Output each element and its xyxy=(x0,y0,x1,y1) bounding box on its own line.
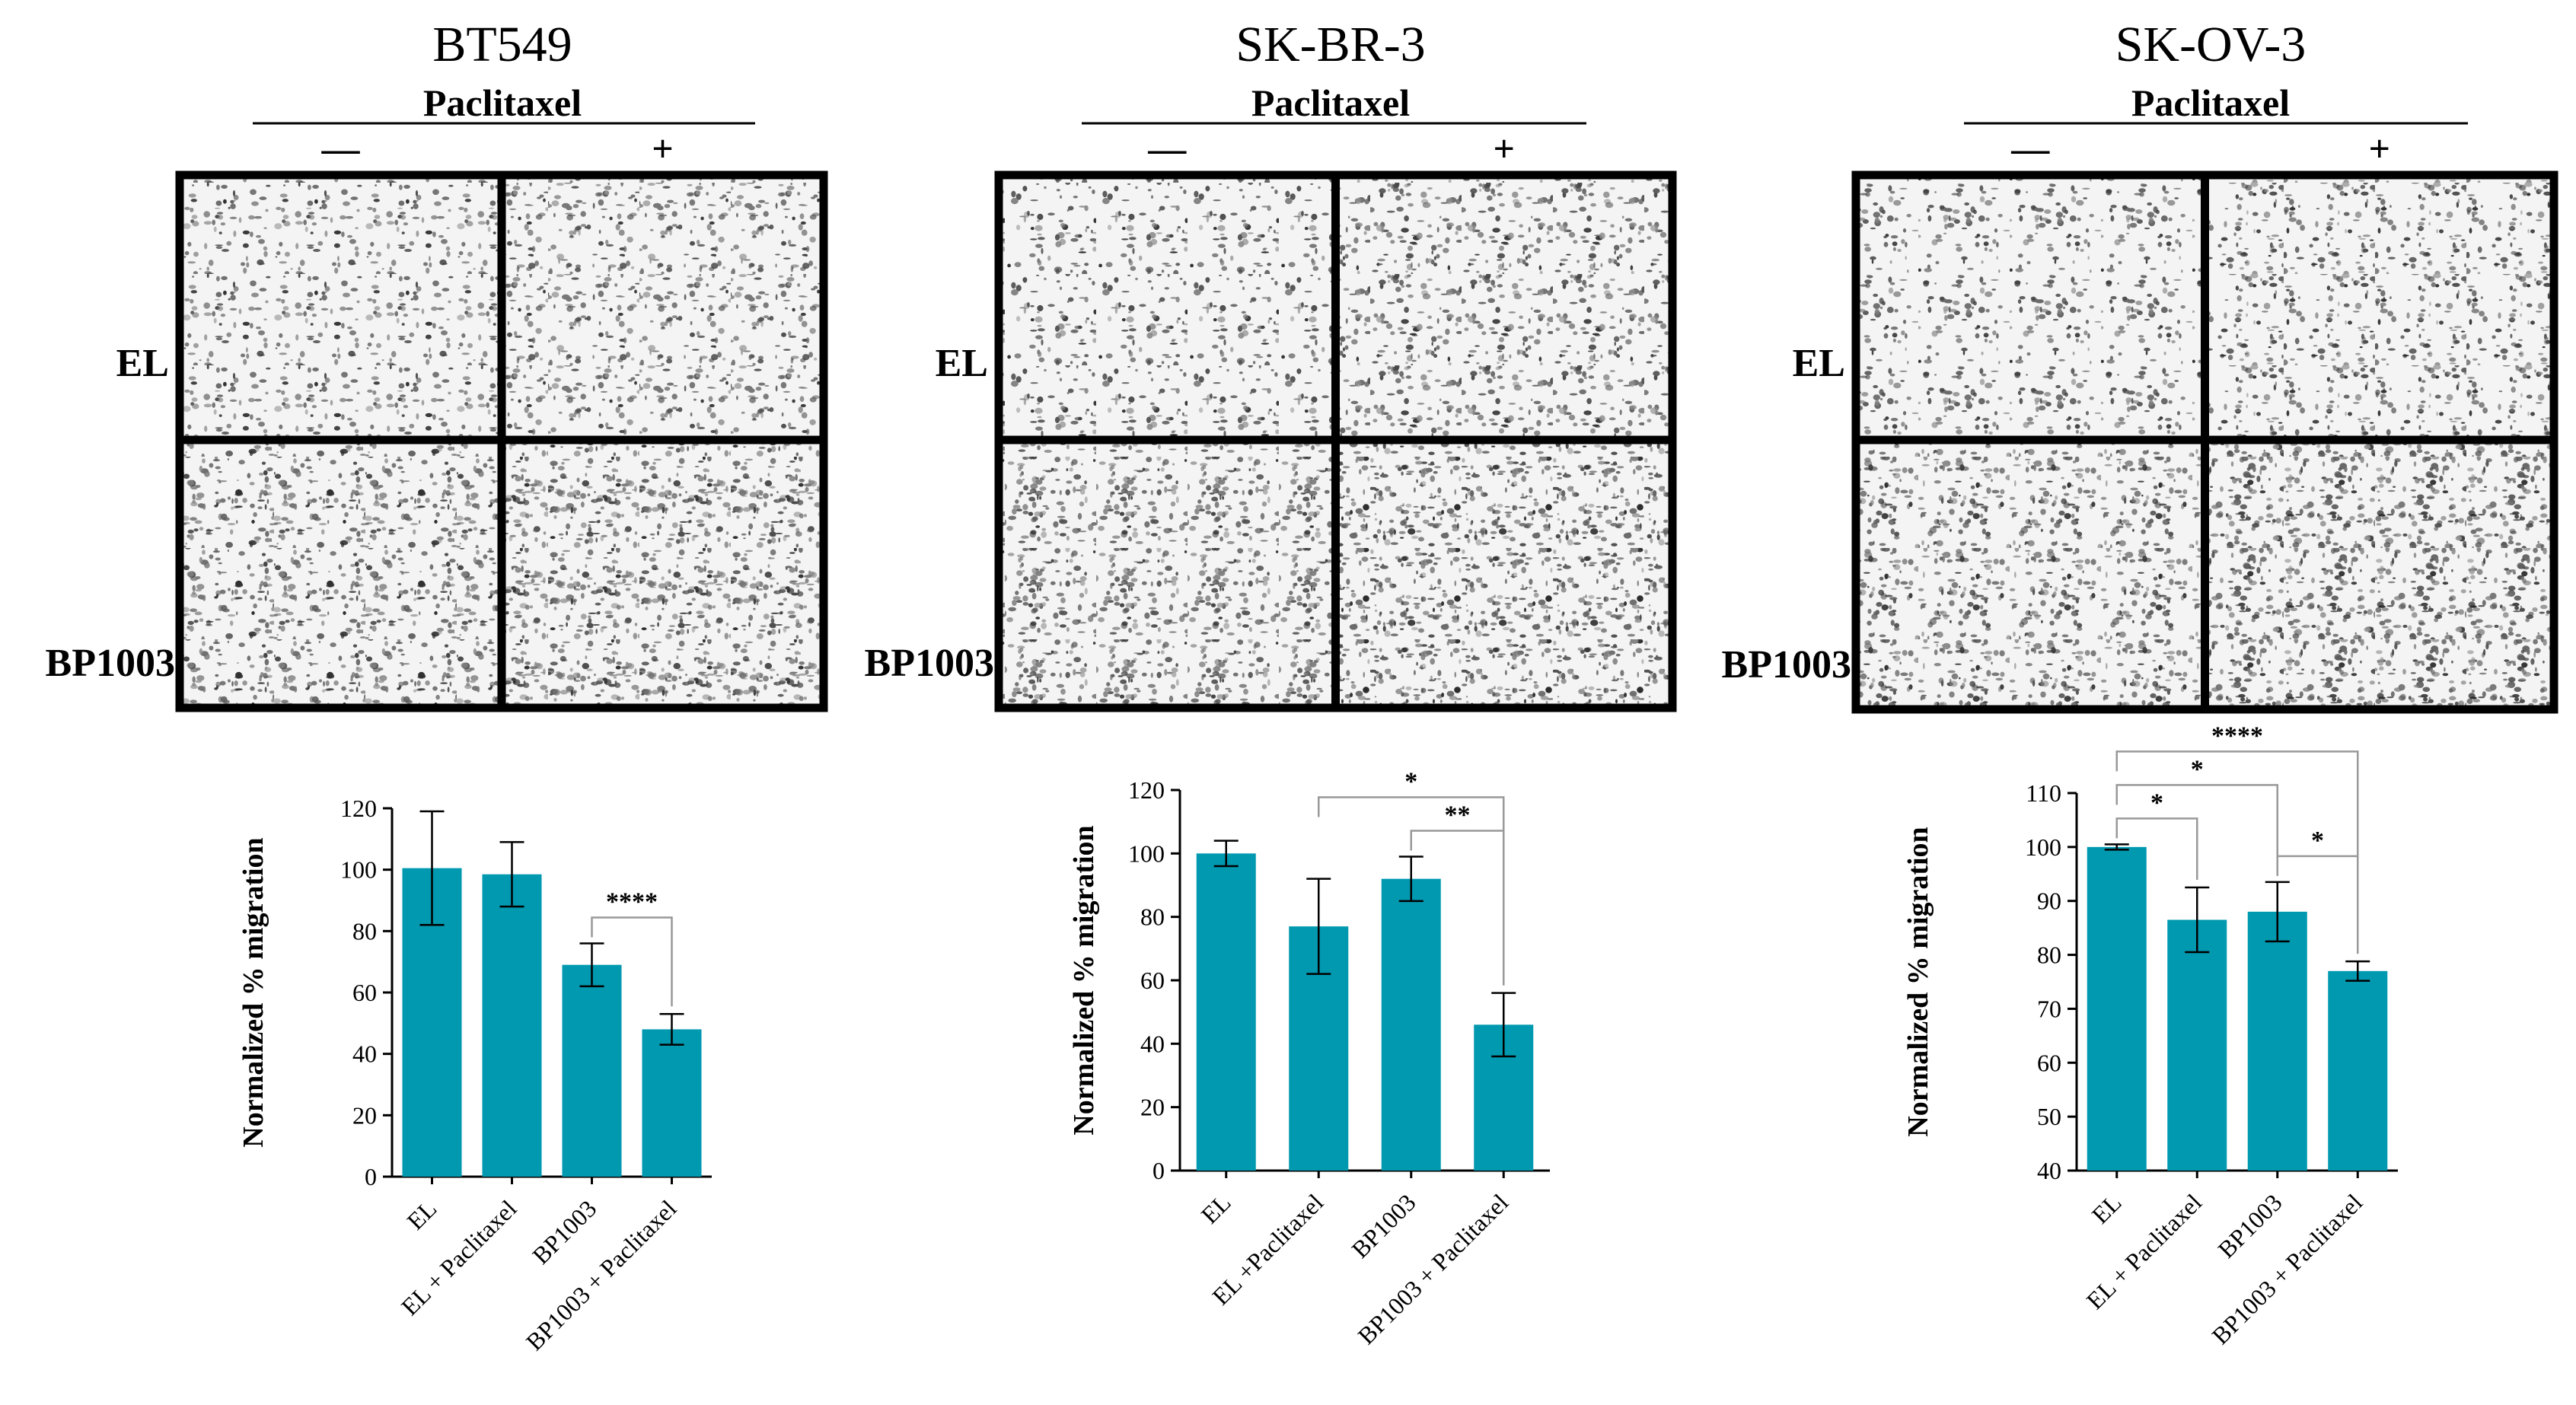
y-tick-label: 40 xyxy=(352,1040,377,1068)
y-tick-label: 100 xyxy=(340,856,377,884)
micrograph-bp1003-plus-frame xyxy=(2201,435,2558,714)
micrograph-bp1003-plus-frame xyxy=(1331,435,1677,712)
minus-label: — xyxy=(321,127,361,170)
micrograph-el-minus xyxy=(1856,175,2205,440)
plus-label: + xyxy=(2369,127,2391,170)
y-axis-label: Normalized % migration xyxy=(1068,825,1100,1135)
y-tick-label: 40 xyxy=(1140,1030,1165,1057)
bar xyxy=(482,874,542,1177)
x-tick-label: BP1003 xyxy=(1346,1188,1420,1263)
micrograph-bp1003-minus xyxy=(999,440,1336,708)
y-tick-label: 120 xyxy=(1128,776,1165,804)
significance-label: * xyxy=(2311,827,2324,855)
x-tick-label: BP1003 xyxy=(527,1194,601,1269)
y-tick-label: 80 xyxy=(352,917,377,945)
plus-label: + xyxy=(1494,127,1516,170)
significance-label: * xyxy=(2191,755,2204,783)
bar xyxy=(562,964,622,1177)
panel-sk-ov-3: SK-OV-3 Paclitaxel — + EL BP1003 40 50 60 70 80 90 1… xyxy=(1722,17,2558,1349)
y-tick-label: 120 xyxy=(340,795,377,822)
significance-label: * xyxy=(1404,768,1417,796)
x-tick-label: BP1003 + Paclitaxel xyxy=(2207,1188,2368,1349)
micrograph-el-plus xyxy=(502,175,824,440)
x-tick-label: EL xyxy=(401,1194,442,1235)
significance-bracket xyxy=(2115,817,2198,880)
significance-bracket xyxy=(2115,784,2278,875)
panel-title: SK-BR-3 xyxy=(1235,17,1425,72)
bar xyxy=(1196,853,1256,1171)
x-tick-label: BP1003 xyxy=(2212,1188,2287,1263)
y-tick-label: 0 xyxy=(1153,1157,1165,1184)
micrograph-el-minus xyxy=(180,175,502,440)
significance-bracket xyxy=(2115,750,2359,954)
row-label-el: EL xyxy=(1793,342,1845,385)
y-tick-label: 80 xyxy=(2037,941,2061,969)
minus-label: — xyxy=(2010,127,2050,170)
bar xyxy=(1381,878,1441,1171)
x-tick-label: EL xyxy=(1196,1188,1236,1228)
micrograph-bp1003-minus xyxy=(180,440,502,708)
micrograph-bp1003-plus-frame xyxy=(497,435,828,712)
treatment-label: Paclitaxel xyxy=(423,81,582,124)
figure-panels: BT549 Paclitaxel — + EL BP1003 0 20 40 60 80 100 120… xyxy=(46,17,2558,1356)
y-tick-label: 60 xyxy=(1140,967,1165,994)
treatment-label: Paclitaxel xyxy=(1251,81,1410,124)
bar xyxy=(642,1029,702,1177)
y-tick-label: 110 xyxy=(2026,779,2061,807)
row-label-bp1003: BP1003 xyxy=(46,642,175,685)
y-tick-label: 20 xyxy=(352,1101,377,1129)
micrograph-bp1003-plus xyxy=(502,440,824,708)
y-tick-label: 50 xyxy=(2037,1103,2061,1130)
minus-label: — xyxy=(1147,127,1187,170)
micrograph-el-plus xyxy=(1335,175,1672,440)
y-tick-label: 0 xyxy=(365,1163,377,1190)
bar xyxy=(2247,911,2307,1171)
panel-title: SK-OV-3 xyxy=(2115,17,2307,72)
micrograph-el-minus xyxy=(999,175,1336,440)
micrograph-el-plus xyxy=(2205,175,2554,440)
row-label-bp1003: BP1003 xyxy=(1722,643,1851,687)
bar xyxy=(2167,919,2227,1171)
micrograph-bp1003-minus xyxy=(1856,440,2205,709)
y-axis-label: Normalized % migration xyxy=(1902,827,1934,1136)
significance-label: **** xyxy=(2211,722,2263,750)
significance-label: ** xyxy=(1445,801,1471,830)
y-tick-label: 90 xyxy=(2037,887,2061,915)
y-tick-label: 100 xyxy=(2025,833,2061,861)
plus-label: + xyxy=(652,127,674,170)
significance-label: * xyxy=(2150,789,2163,817)
y-tick-label: 60 xyxy=(352,979,377,1006)
micrograph-bp1003-plus xyxy=(1335,440,1672,708)
micrograph-bp1003-plus xyxy=(2205,440,2554,709)
y-tick-label: 70 xyxy=(2037,995,2061,1022)
significance-label: **** xyxy=(606,887,658,916)
y-tick-label: 60 xyxy=(2037,1049,2061,1076)
significance-bracket xyxy=(1318,796,1505,986)
panel-bt549: BT549 Paclitaxel — + EL BP1003 0 20 40 60 80 100 120… xyxy=(46,17,828,1356)
treatment-label: Paclitaxel xyxy=(2131,81,2290,124)
panel-title: BT549 xyxy=(432,17,572,72)
y-tick-label: 80 xyxy=(1140,903,1165,931)
significance-bracket xyxy=(591,916,673,1007)
x-tick-label: BP1003 + Paclitaxel xyxy=(521,1194,682,1356)
row-label-el: EL xyxy=(936,342,988,385)
bar-chart: 40 50 60 70 80 90 100 110 Normalized % migration… xyxy=(1902,722,2398,1349)
y-tick-label: 100 xyxy=(1128,839,1165,867)
row-label-el: EL xyxy=(116,342,169,385)
y-tick-label: 40 xyxy=(2037,1157,2061,1184)
panel-sk-br-3: SK-BR-3 Paclitaxel — + EL BP1003 0 20 40 60 80 100 1… xyxy=(865,17,1677,1349)
row-label-bp1003: BP1003 xyxy=(865,642,994,685)
bar xyxy=(2087,846,2147,1171)
y-tick-label: 20 xyxy=(1140,1094,1165,1121)
x-tick-label: EL xyxy=(2087,1188,2127,1228)
bar xyxy=(2328,970,2388,1171)
y-axis-label: Normalized % migration xyxy=(238,837,269,1147)
